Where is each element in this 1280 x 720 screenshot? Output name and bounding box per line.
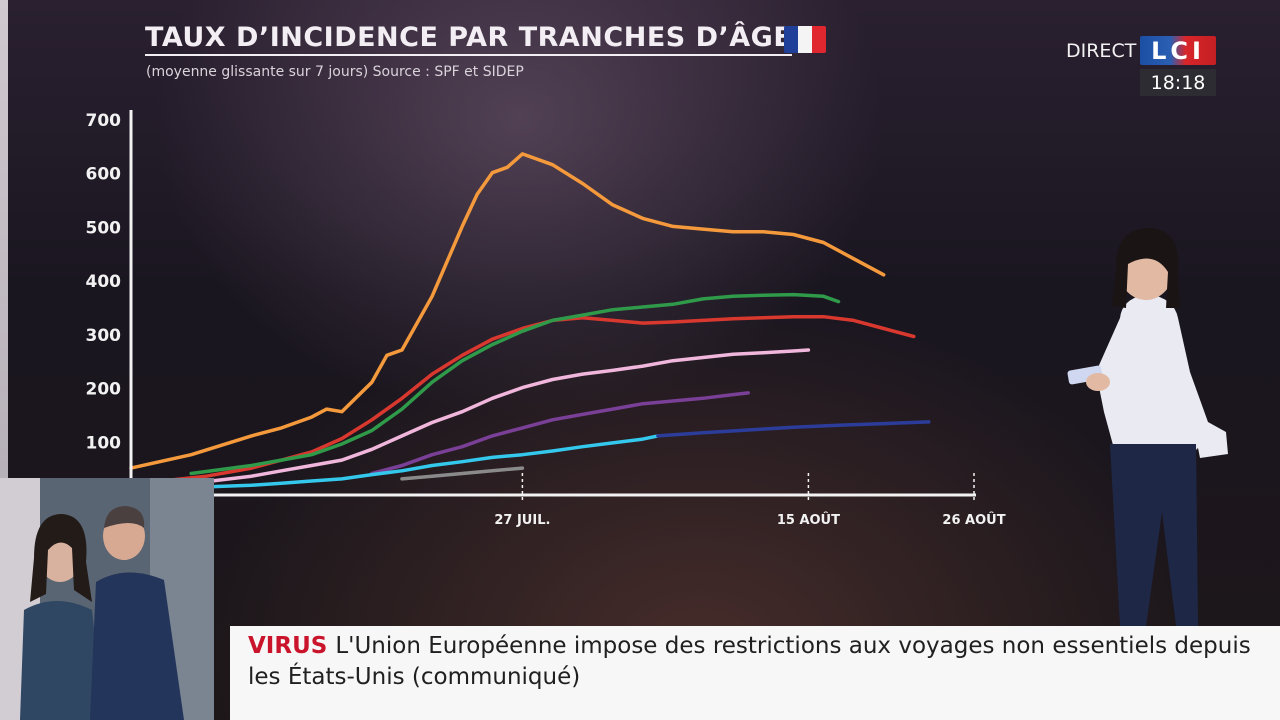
y-tick-label-7: 700 bbox=[86, 111, 122, 131]
y-tick-label-5: 500 bbox=[86, 218, 122, 238]
y-tick-label-4: 400 bbox=[86, 272, 122, 292]
y-tick-label-6: 600 bbox=[86, 165, 122, 185]
series-layer bbox=[129, 152, 931, 489]
y-tick-label-3: 300 bbox=[86, 326, 122, 346]
x-tick-label-2: 15 AOÛT bbox=[777, 512, 840, 528]
clock: 18:18 bbox=[1140, 69, 1216, 96]
live-label: DIRECT bbox=[1066, 40, 1137, 62]
series-line-6 bbox=[656, 420, 931, 438]
french-flag-icon bbox=[784, 26, 826, 53]
studio-inset-video bbox=[0, 478, 214, 720]
ticker-headline: VIRUS L'Union Européenne impose des restr… bbox=[248, 631, 1258, 693]
chart-subtitle: (moyenne glissante sur 7 jours) Source :… bbox=[146, 64, 524, 80]
incidence-line-chart: 01002003004005006007001 JUIL.27 JUIL.15 … bbox=[86, 110, 1006, 528]
channel-branding: DIRECT LCI 18:18 bbox=[1066, 36, 1216, 98]
series-line-3 bbox=[129, 348, 811, 487]
series-line-1 bbox=[129, 314, 916, 487]
ticker-tag: VIRUS bbox=[248, 633, 328, 659]
ticker-text: L'Union Européenne impose des restrictio… bbox=[248, 633, 1251, 690]
presenter-figure bbox=[1067, 228, 1228, 626]
chart-title: TAUX D’INCIDENCE PAR TRANCHES D’ÂGE bbox=[145, 22, 793, 56]
flag-stripe-blue bbox=[784, 26, 798, 53]
ticks-layer: 01002003004005006007001 JUIL.27 JUIL.15 … bbox=[86, 111, 1006, 528]
series-line-4 bbox=[370, 391, 750, 476]
y-tick-label-2: 200 bbox=[86, 380, 122, 400]
series-line-7 bbox=[400, 466, 525, 481]
series-line-5 bbox=[129, 434, 660, 489]
y-tick-label-1: 100 bbox=[86, 433, 122, 453]
x-tick-label-3: 26 AOÛT bbox=[942, 512, 1005, 528]
series-line-2 bbox=[189, 292, 841, 476]
series-line-0 bbox=[129, 152, 886, 470]
x-tick-label-1: 27 JUIL. bbox=[494, 513, 550, 528]
news-ticker: VIRUS L'Union Européenne impose des restr… bbox=[230, 626, 1280, 720]
lci-logo-text: LCI bbox=[1151, 36, 1205, 65]
lci-logo: LCI bbox=[1140, 36, 1216, 65]
studio-screen-edge bbox=[0, 0, 8, 720]
flag-stripe-red bbox=[812, 26, 826, 53]
flag-stripe-white bbox=[798, 26, 812, 53]
